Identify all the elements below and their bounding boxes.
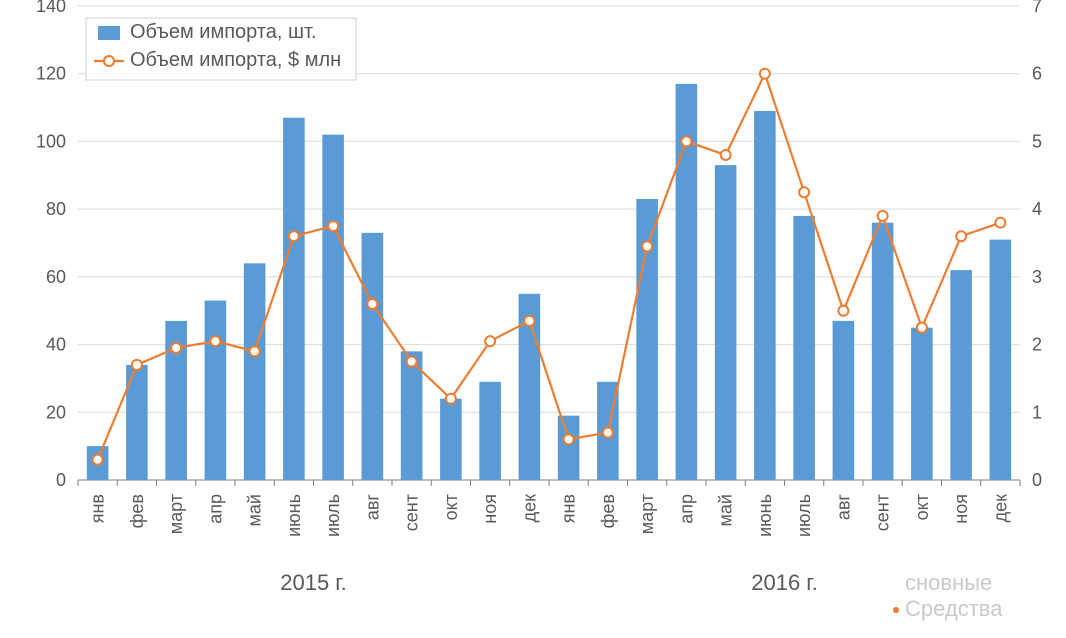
svg-text:март: март <box>166 494 186 534</box>
bar <box>558 416 580 480</box>
line-marker <box>917 323 927 333</box>
svg-text:6: 6 <box>1032 64 1042 84</box>
bar <box>283 118 305 480</box>
legend-swatch-bar <box>98 26 120 40</box>
svg-text:Объем импорта, шт.: Объем импорта, шт. <box>130 21 317 43</box>
svg-text:фев: фев <box>127 494 147 528</box>
svg-text:фев: фев <box>598 494 618 528</box>
svg-text:0: 0 <box>56 470 66 490</box>
bar <box>322 135 344 480</box>
svg-text:Объем импорта, $ млн: Объем импорта, $ млн <box>130 49 341 71</box>
bar <box>244 263 266 480</box>
svg-text:июнь: июнь <box>284 494 304 537</box>
line-marker <box>642 241 652 251</box>
line-marker <box>93 455 103 465</box>
svg-text:сновные: сновные <box>905 570 992 595</box>
bar <box>872 223 894 480</box>
svg-text:май: май <box>716 494 736 526</box>
bar <box>362 233 384 480</box>
bar <box>401 351 423 480</box>
svg-text:июнь: июнь <box>755 494 775 537</box>
svg-text:5: 5 <box>1032 131 1042 151</box>
bar <box>479 382 501 480</box>
line-marker <box>524 316 534 326</box>
svg-text:янв: янв <box>88 494 108 523</box>
line-marker <box>171 343 181 353</box>
bar <box>440 399 462 480</box>
svg-text:ноя: ноя <box>951 494 971 524</box>
svg-text:4: 4 <box>1032 199 1042 219</box>
svg-text:20: 20 <box>46 402 66 422</box>
line-marker <box>603 428 613 438</box>
svg-text:янв: янв <box>559 494 579 523</box>
bar <box>205 301 227 480</box>
line-marker <box>132 360 142 370</box>
svg-text:июль: июль <box>794 494 814 537</box>
svg-text:2: 2 <box>1032 335 1042 355</box>
svg-text:июль: июль <box>323 494 343 537</box>
line-marker <box>995 218 1005 228</box>
svg-text:Средства: Средства <box>905 596 1003 621</box>
bar <box>911 328 933 480</box>
line-marker <box>289 231 299 241</box>
chart-root: 02040608010012014001234567янвфевмартапрм… <box>0 0 1066 633</box>
line-marker <box>838 306 848 316</box>
line-marker <box>407 357 417 367</box>
line-marker <box>878 211 888 221</box>
line-marker <box>721 150 731 160</box>
line-marker <box>564 434 574 444</box>
svg-text:авг: авг <box>362 494 382 521</box>
line-marker <box>250 346 260 356</box>
svg-text:апр: апр <box>676 494 696 524</box>
svg-text:7: 7 <box>1032 0 1042 16</box>
svg-text:1: 1 <box>1032 402 1042 422</box>
svg-text:2016 г.: 2016 г. <box>751 570 818 595</box>
legend: Объем импорта, шт. Объем импорта, $ млн <box>86 18 356 80</box>
svg-text:100: 100 <box>36 131 66 151</box>
svg-text:60: 60 <box>46 267 66 287</box>
svg-text:2015 г.: 2015 г. <box>280 570 347 595</box>
svg-text:120: 120 <box>36 64 66 84</box>
svg-text:140: 140 <box>36 0 66 16</box>
svg-text:окт: окт <box>912 494 932 520</box>
line-marker <box>956 231 966 241</box>
line-marker <box>485 336 495 346</box>
svg-text:0: 0 <box>1032 470 1042 490</box>
svg-text:авг: авг <box>833 494 853 521</box>
svg-text:сент: сент <box>873 494 893 531</box>
svg-text:дек: дек <box>990 494 1010 523</box>
line-marker <box>760 69 770 79</box>
bar <box>990 240 1012 480</box>
line-marker <box>446 394 456 404</box>
line-marker <box>799 187 809 197</box>
chart-svg: 02040608010012014001234567янвфевмартапрм… <box>0 0 1066 633</box>
bar <box>754 111 776 480</box>
svg-text:окт: окт <box>441 494 461 520</box>
svg-text:ноя: ноя <box>480 494 500 524</box>
svg-text:дек: дек <box>519 494 539 523</box>
bar <box>793 216 815 480</box>
svg-text:сент: сент <box>402 494 422 531</box>
svg-text:март: март <box>637 494 657 534</box>
line-marker <box>367 299 377 309</box>
svg-text:май: май <box>245 494 265 526</box>
line-marker <box>328 221 338 231</box>
bar <box>833 321 855 480</box>
line-marker <box>210 336 220 346</box>
svg-text:40: 40 <box>46 335 66 355</box>
bar <box>950 270 972 480</box>
bar <box>715 165 737 480</box>
svg-text:3: 3 <box>1032 267 1042 287</box>
svg-text:80: 80 <box>46 199 66 219</box>
svg-text:апр: апр <box>205 494 225 524</box>
line-marker <box>681 136 691 146</box>
watermark: сновныеСредства <box>893 570 1003 621</box>
